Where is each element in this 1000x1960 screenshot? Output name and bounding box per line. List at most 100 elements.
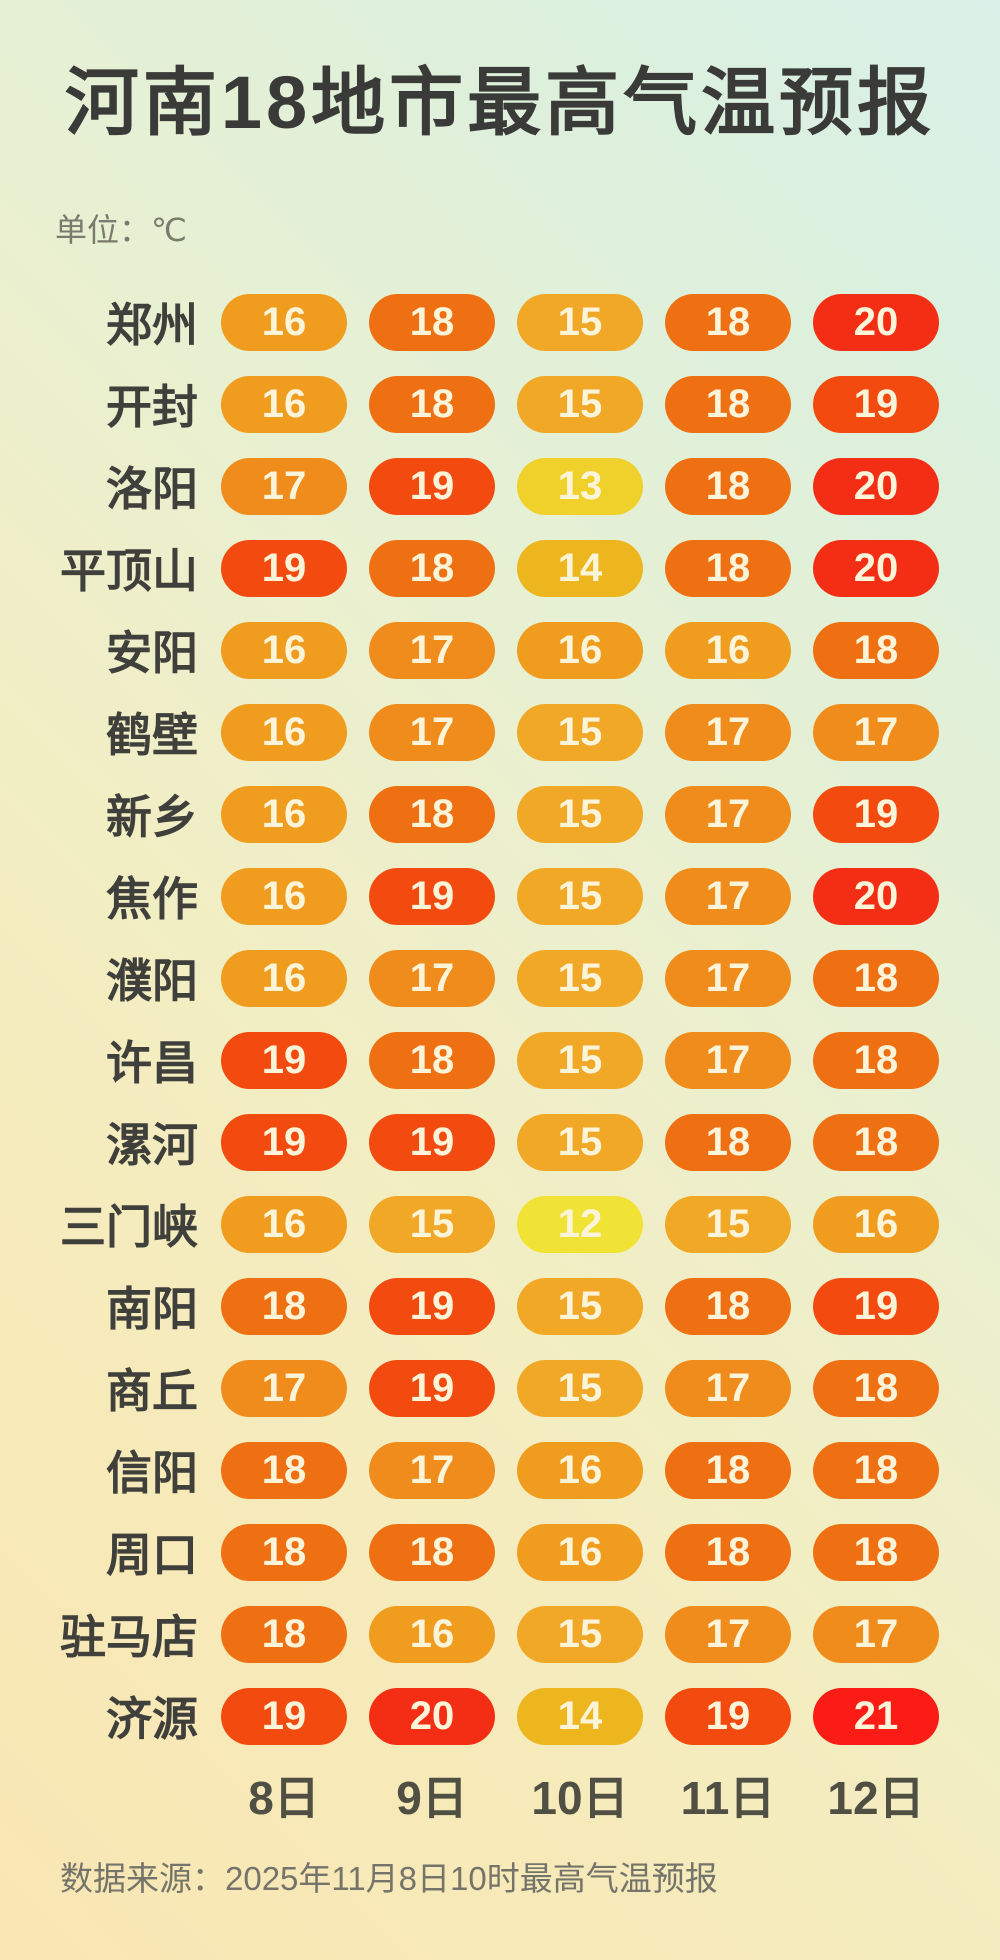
temp-cell: 17 <box>358 1441 506 1499</box>
table-row: 三门峡 16 15 12 15 16 <box>0 1183 1000 1265</box>
temp-pill: 16 <box>517 1523 643 1581</box>
temp-pill: 16 <box>517 621 643 679</box>
temp-cell: 18 <box>358 293 506 351</box>
table-row: 濮阳 16 17 15 17 18 <box>0 937 1000 1019</box>
temp-cell: 19 <box>802 785 950 843</box>
temp-pill: 17 <box>813 1605 939 1663</box>
temp-pill: 14 <box>517 539 643 597</box>
table-row: 平顶山 19 18 14 18 20 <box>0 527 1000 609</box>
temp-cell: 18 <box>358 785 506 843</box>
temp-cell: 17 <box>654 703 802 761</box>
temp-cell: 18 <box>654 1113 802 1171</box>
table-row: 焦作 16 19 15 17 20 <box>0 855 1000 937</box>
temp-pill: 18 <box>221 1277 347 1335</box>
temp-pill: 15 <box>665 1195 791 1253</box>
temp-pill: 15 <box>517 1031 643 1089</box>
temp-pill: 16 <box>221 293 347 351</box>
temp-pill: 19 <box>369 1113 495 1171</box>
temp-pill: 16 <box>369 1605 495 1663</box>
unit-label: 单位：℃ <box>55 212 187 249</box>
temp-cell: 17 <box>654 1605 802 1663</box>
temp-pill: 15 <box>517 1605 643 1663</box>
temp-cell: 20 <box>802 867 950 925</box>
temp-cell: 17 <box>210 1359 358 1417</box>
temp-cell: 13 <box>506 457 654 515</box>
temp-pill: 18 <box>221 1605 347 1663</box>
temp-pill: 16 <box>517 1441 643 1499</box>
temp-pill: 17 <box>665 703 791 761</box>
temp-cell: 18 <box>654 375 802 433</box>
temp-pill: 15 <box>517 867 643 925</box>
temp-pill: 15 <box>517 293 643 351</box>
city-name: 濮阳 <box>106 955 198 1008</box>
temp-cell: 16 <box>506 621 654 679</box>
temp-pill: 18 <box>369 539 495 597</box>
temp-pill: 19 <box>369 867 495 925</box>
temp-pill: 19 <box>221 1031 347 1089</box>
city-name: 南阳 <box>106 1283 198 1336</box>
temp-cell: 14 <box>506 1687 654 1745</box>
temp-cell: 15 <box>506 1277 654 1335</box>
table-row: 南阳 18 19 15 18 19 <box>0 1265 1000 1347</box>
city-name: 安阳 <box>106 627 198 680</box>
temp-cell: 15 <box>506 1031 654 1089</box>
temp-cell: 19 <box>358 1359 506 1417</box>
temp-cell: 15 <box>654 1195 802 1253</box>
temp-cell: 16 <box>210 867 358 925</box>
temp-cell: 14 <box>506 539 654 597</box>
temp-pill: 16 <box>221 375 347 433</box>
temp-cell: 18 <box>802 621 950 679</box>
temp-cell: 16 <box>210 293 358 351</box>
temp-cell: 16 <box>210 1195 358 1253</box>
table-row: 安阳 16 17 16 16 18 <box>0 609 1000 691</box>
temp-cell: 16 <box>654 621 802 679</box>
temp-cell: 12 <box>506 1195 654 1253</box>
city-name: 周口 <box>106 1529 198 1582</box>
temp-cell: 18 <box>802 1441 950 1499</box>
temp-pill: 13 <box>517 457 643 515</box>
temp-cell: 17 <box>654 1031 802 1089</box>
temp-pill: 15 <box>517 1277 643 1335</box>
temp-pill: 17 <box>221 1359 347 1417</box>
temp-pill: 16 <box>221 621 347 679</box>
temperature-table: 郑州 16 18 15 18 20 开封 16 18 15 18 19 洛阳 17 19 13 18 20 平顶山 1… <box>0 281 1000 1757</box>
city-name: 许昌 <box>106 1037 198 1090</box>
temp-cell: 18 <box>654 539 802 597</box>
table-row: 济源 19 20 14 19 21 <box>0 1675 1000 1757</box>
temp-cell: 15 <box>506 785 654 843</box>
temp-pill: 12 <box>517 1195 643 1253</box>
temp-pill: 18 <box>665 1523 791 1581</box>
temp-pill: 17 <box>221 457 347 515</box>
temp-cell: 17 <box>654 949 802 1007</box>
temp-pill: 19 <box>221 1113 347 1171</box>
temp-pill: 18 <box>665 1277 791 1335</box>
temp-cell: 17 <box>358 703 506 761</box>
temp-cell: 17 <box>654 867 802 925</box>
temp-cell: 19 <box>358 1277 506 1335</box>
temp-cell: 15 <box>506 1605 654 1663</box>
temp-pill: 18 <box>813 1523 939 1581</box>
temp-pill: 19 <box>221 539 347 597</box>
temp-cell: 19 <box>358 1113 506 1171</box>
temp-cell: 16 <box>358 1605 506 1663</box>
temp-pill: 19 <box>813 1277 939 1335</box>
temp-pill: 18 <box>221 1441 347 1499</box>
temp-pill: 17 <box>665 1605 791 1663</box>
temp-cell: 20 <box>802 293 950 351</box>
city-name: 平顶山 <box>60 545 198 598</box>
temp-pill: 16 <box>221 949 347 1007</box>
city-name: 信阳 <box>106 1447 198 1500</box>
temp-pill: 18 <box>221 1523 347 1581</box>
temp-pill: 15 <box>369 1195 495 1253</box>
temp-cell: 15 <box>506 703 654 761</box>
temp-cell: 17 <box>358 621 506 679</box>
temp-cell: 18 <box>654 1277 802 1335</box>
temp-pill: 18 <box>369 293 495 351</box>
temp-pill: 15 <box>517 1359 643 1417</box>
temp-pill: 16 <box>221 1195 347 1253</box>
temp-pill: 18 <box>369 1523 495 1581</box>
temp-pill: 20 <box>369 1687 495 1745</box>
temp-cell: 20 <box>802 457 950 515</box>
temp-cell: 16 <box>506 1441 654 1499</box>
data-source-note: 数据来源：2025年11月8日10时最高气温预报 <box>60 1860 718 1898</box>
